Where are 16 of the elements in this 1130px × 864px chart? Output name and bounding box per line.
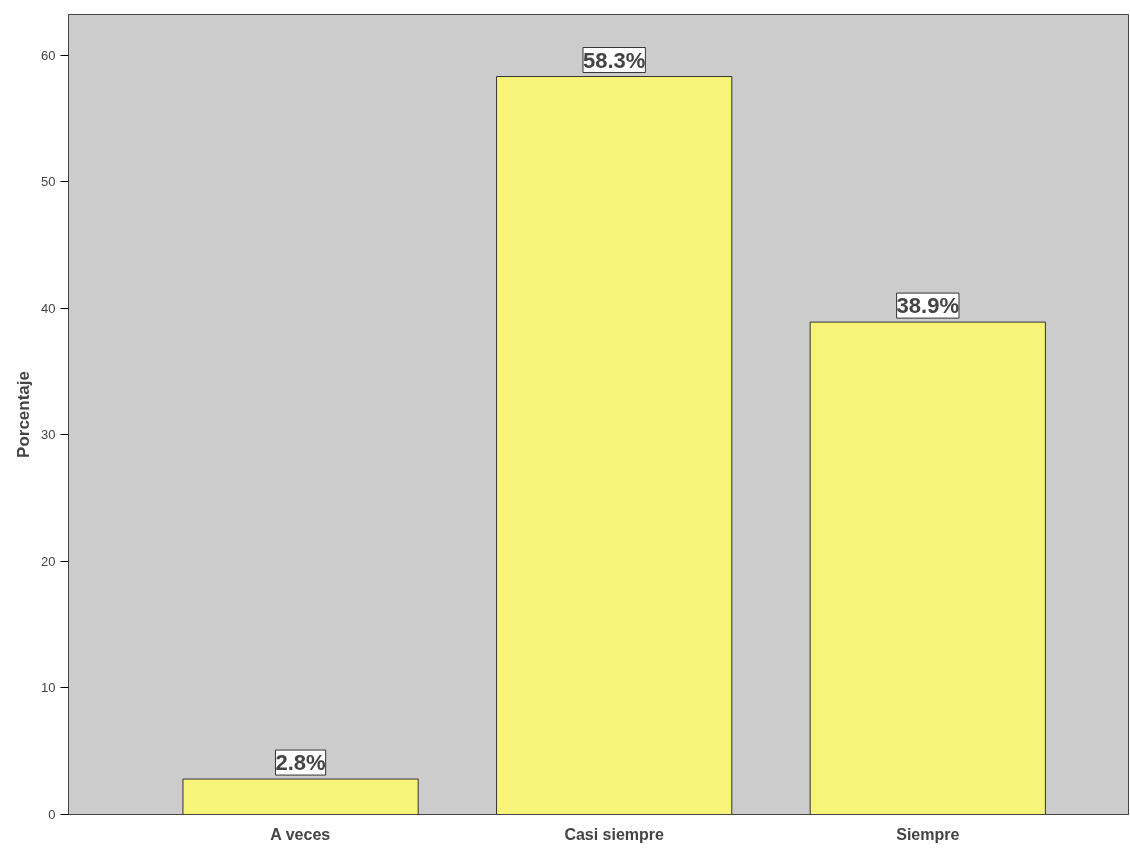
x-tick-label: Siempre	[896, 825, 960, 843]
x-tick-label: A veces	[270, 825, 331, 843]
y-tick-label: 0	[48, 807, 56, 822]
data-label: 2.8%	[275, 750, 326, 776]
bar	[496, 76, 733, 815]
bar	[182, 778, 419, 815]
y-tick-label: 10	[41, 680, 56, 696]
y-tick-label: 50	[41, 174, 56, 190]
y-tick-label: 30	[41, 427, 56, 443]
bar	[809, 321, 1046, 815]
y-axis-title: Porcentaje	[14, 371, 34, 458]
y-tick-label: 20	[41, 553, 56, 569]
x-tick-label: Casi siempre	[564, 825, 665, 843]
data-label: 58.3%	[582, 47, 646, 73]
y-tick-label: 60	[41, 47, 56, 63]
y-tick-label: 40	[41, 300, 56, 316]
